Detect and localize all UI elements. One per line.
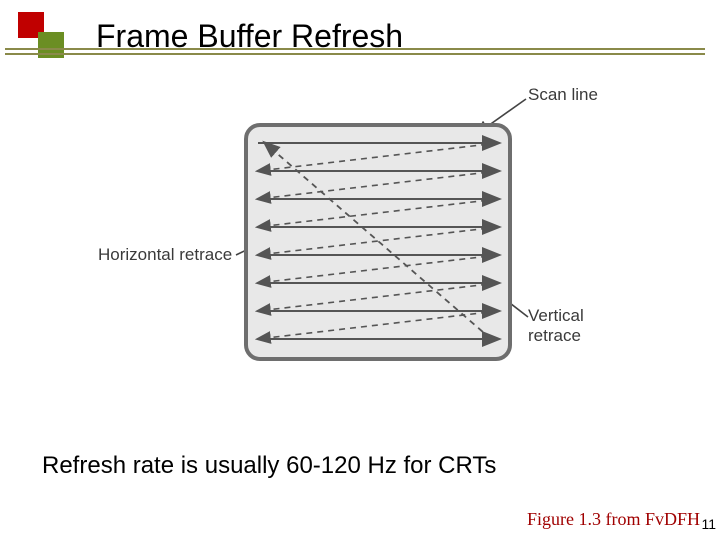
crt-raster-diagram: Scan line Horizontal retrace Vertical re… (108, 85, 618, 395)
logo-blocks (18, 12, 70, 69)
crt-screen (244, 123, 512, 361)
header-rule-2 (5, 53, 705, 55)
header-rule-1 (5, 48, 705, 50)
slide-header: Frame Buffer Refresh (0, 0, 720, 70)
figure-caption: Figure 1.3 from FvDFH (527, 509, 700, 530)
refresh-rate-text: Refresh rate is usually 60-120 Hz for CR… (42, 452, 496, 480)
page-number: 11 (701, 516, 716, 532)
